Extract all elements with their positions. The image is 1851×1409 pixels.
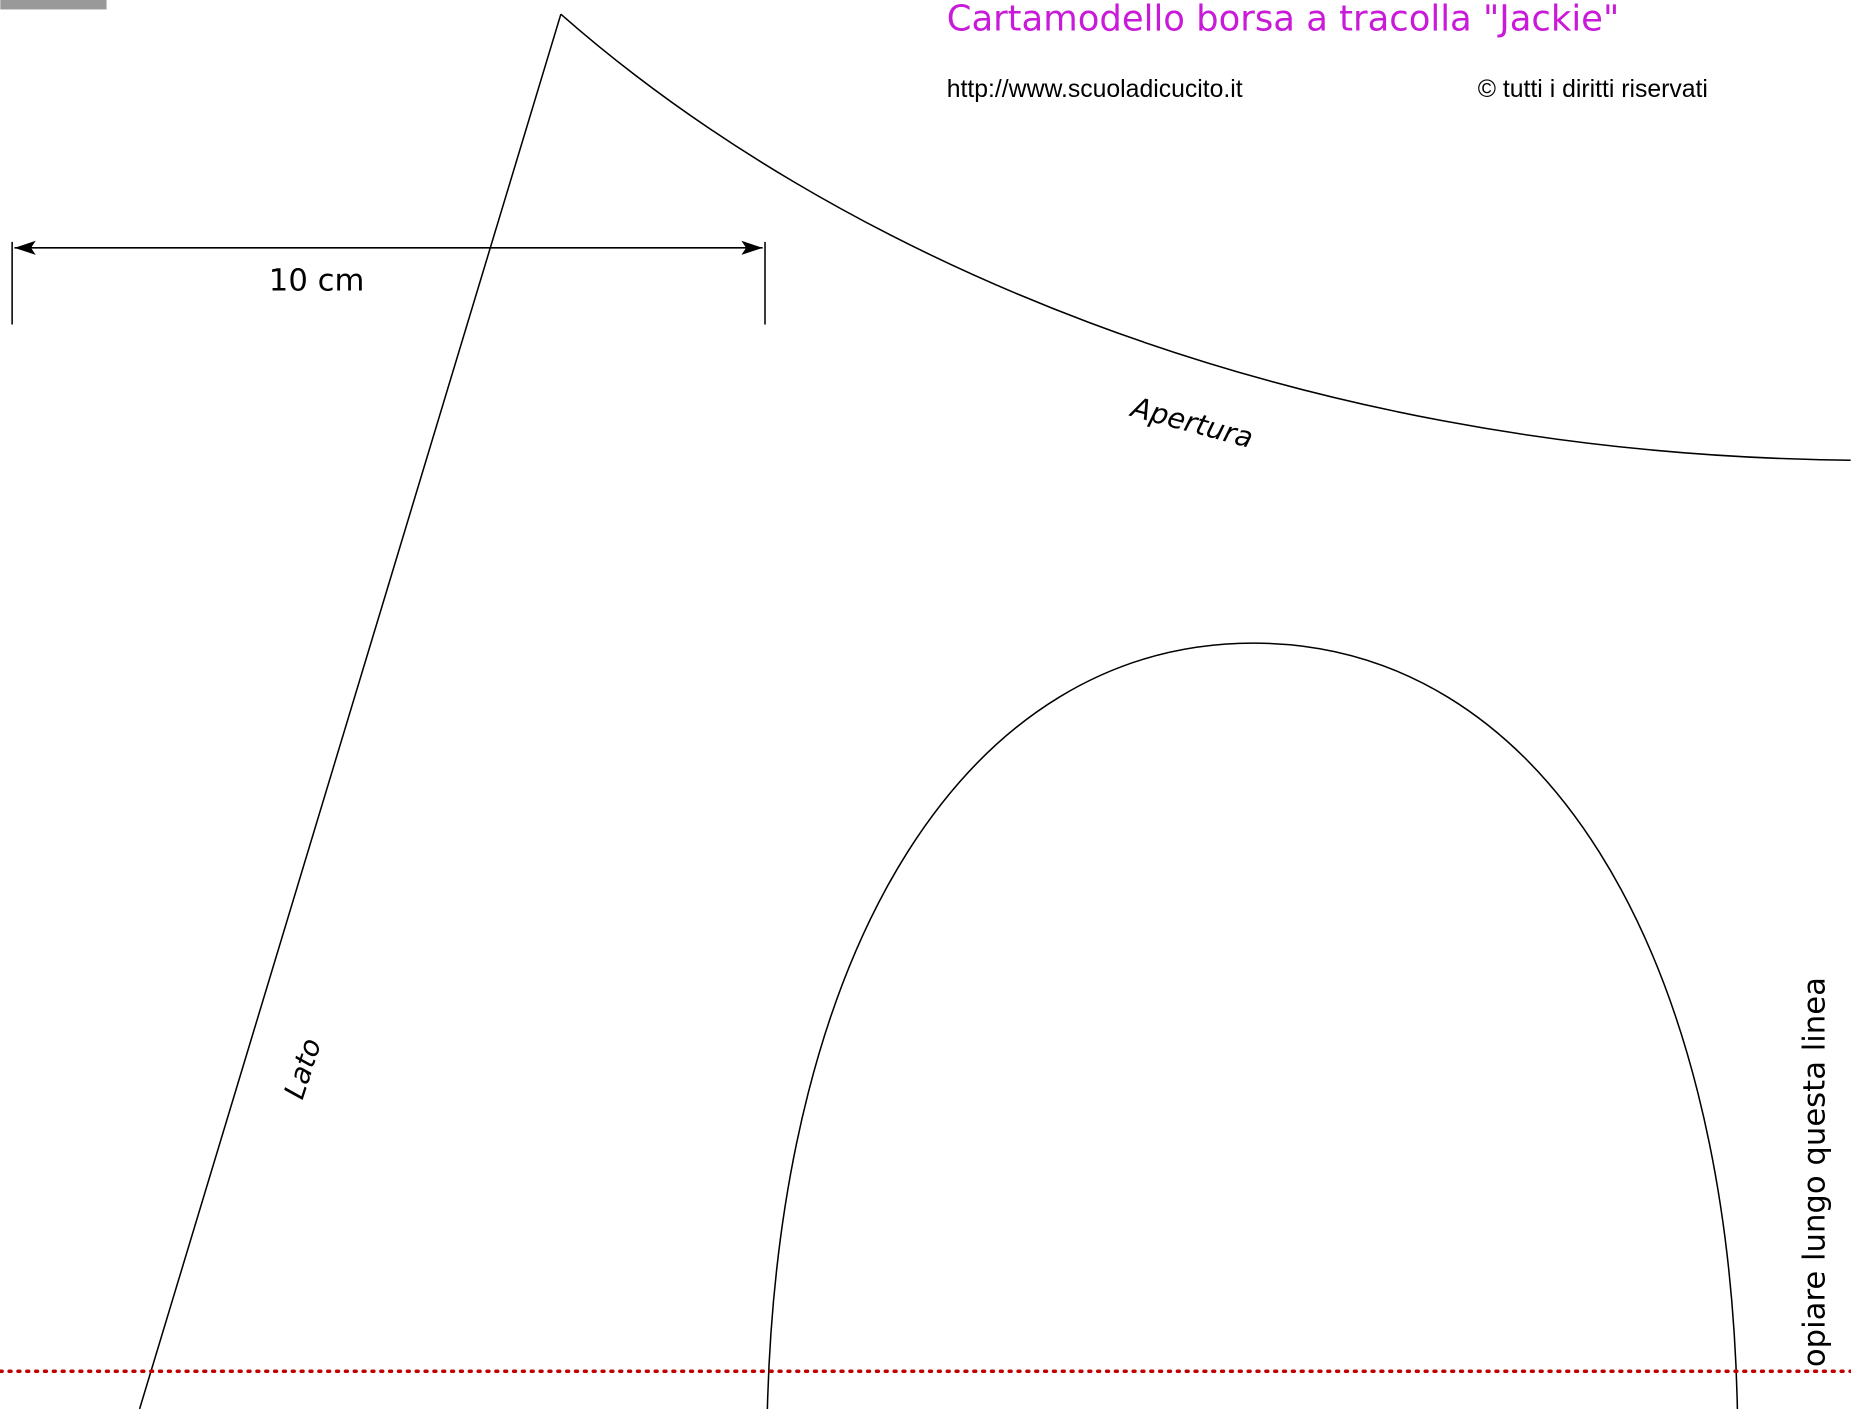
arrow-head	[741, 240, 763, 255]
copyright: © tutti i diritti riservati	[1478, 76, 1708, 103]
title: Cartamodello borsa a tracolla "Jackie"	[947, 0, 1620, 40]
scale-label: 10 cm	[269, 263, 365, 298]
fold-label: opiare lungo questa linea	[1798, 977, 1833, 1367]
side-edge	[138, 13, 562, 1409]
pattern-lines	[11, 13, 1851, 1409]
url: http://www.scuoladicucito.it	[947, 76, 1243, 103]
arrow-head	[14, 240, 36, 255]
arch-edge	[766, 642, 1739, 1409]
corner-mark	[0, 0, 107, 10]
opening-edge	[560, 13, 1851, 461]
